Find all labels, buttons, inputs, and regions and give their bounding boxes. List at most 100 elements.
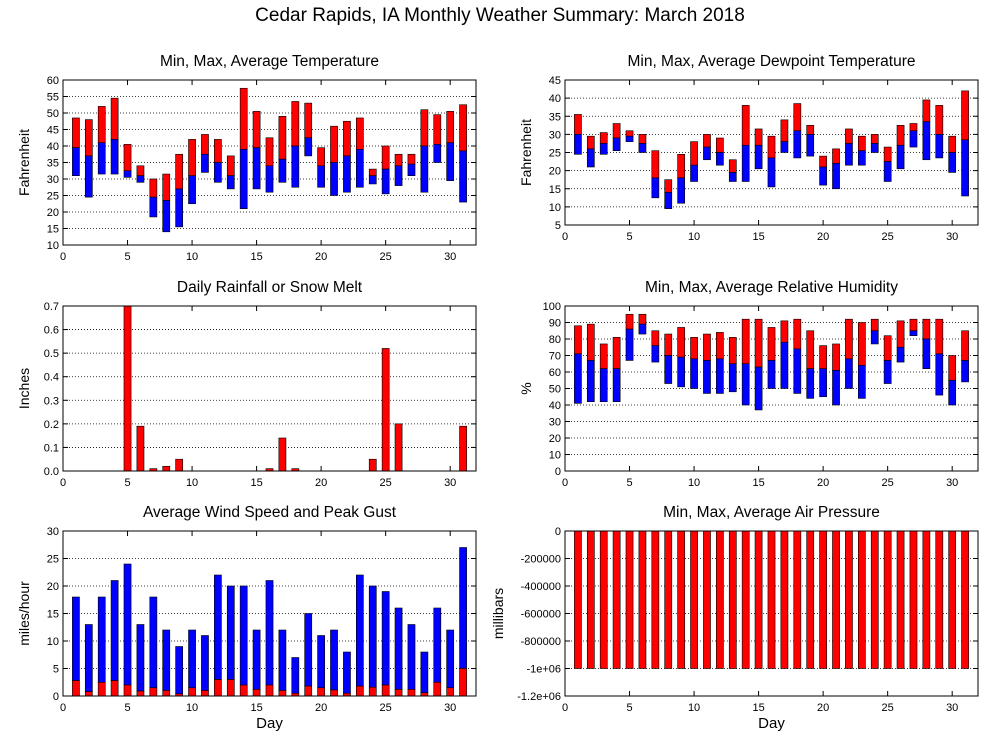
bar-gust: [330, 629, 338, 691]
plot-frame: [564, 79, 979, 226]
x-tick-label: 5: [124, 251, 130, 263]
y-tick-label: 70: [549, 351, 561, 363]
bar-min: [433, 144, 442, 163]
bar-min: [832, 370, 840, 406]
bar-min: [780, 141, 789, 153]
bar-avg-wind: [330, 689, 338, 697]
bar-max: [201, 134, 209, 155]
bar-pressure: [948, 530, 957, 669]
plot-frame: [62, 305, 477, 472]
y-tick-label: 40: [549, 400, 561, 412]
y-tick-label: 15: [47, 609, 59, 621]
chart-rain: Daily Rainfall or Snow Melt 0.0 0.1 0.2 0.3 0…: [16, 279, 477, 489]
bar-precip: [175, 458, 184, 472]
bar-pressure: [935, 530, 944, 669]
bar-max: [162, 173, 171, 201]
bar-max: [857, 135, 866, 151]
x-axis-label: Day: [758, 715, 785, 732]
y-tick-label: 45: [549, 75, 561, 87]
bar-max: [961, 330, 969, 361]
bar-min: [832, 163, 840, 190]
y-tick-label: 60: [47, 75, 59, 87]
bar-max: [343, 120, 351, 157]
bar-avg-wind: [226, 679, 235, 697]
bar-min: [896, 346, 905, 363]
bar-min: [845, 143, 853, 166]
bar-max: [110, 97, 119, 140]
bar-max: [651, 330, 660, 346]
bar-avg-wind: [252, 689, 261, 697]
bar-min: [677, 356, 686, 388]
bar-min: [767, 360, 776, 389]
bar-max: [459, 104, 467, 152]
bar-max: [870, 318, 879, 332]
bar-max: [188, 139, 196, 176]
bar-max: [136, 165, 145, 177]
bar-min: [149, 196, 158, 218]
bar-max: [214, 139, 222, 163]
bar-min: [870, 330, 879, 345]
bar-max: [586, 135, 595, 150]
x-tick-label: 25: [882, 702, 894, 714]
bar-min: [317, 165, 325, 188]
bar-avg-wind: [214, 679, 222, 697]
bar-precip: [162, 465, 171, 472]
y-axis-label: miles/hour: [16, 581, 32, 646]
bar-min: [612, 368, 621, 403]
bar-pressure: [780, 530, 789, 669]
y-tick-label: 0.2: [44, 419, 59, 431]
plot-frame: [564, 305, 979, 472]
bar-min: [909, 330, 918, 336]
bar-max: [832, 343, 840, 371]
bar-precip: [381, 348, 390, 472]
bar-min: [948, 152, 957, 173]
bar-max: [961, 90, 969, 141]
bar-max: [690, 141, 698, 166]
bar-min: [355, 149, 364, 188]
bar-max: [149, 178, 158, 198]
bar-pressure: [690, 530, 698, 669]
bar-avg-wind: [188, 687, 196, 697]
y-axis-label: millibars: [490, 588, 506, 639]
bar-max: [728, 337, 737, 365]
bar-max: [948, 355, 957, 381]
bar-min: [806, 368, 815, 399]
bar-max: [433, 114, 442, 145]
bar-min: [806, 134, 815, 157]
y-tick-label: -200000: [521, 554, 561, 566]
y-tick-label: 15: [47, 224, 59, 236]
bar-max: [381, 145, 390, 170]
y-tick-label: 40: [549, 93, 561, 105]
bar-max: [716, 137, 724, 153]
bar-min: [754, 366, 763, 411]
chart-rh: Min, Max, Average Relative Humidity 0 10 20…: [518, 279, 979, 489]
bar-min: [961, 360, 969, 383]
bar-gust: [265, 580, 274, 686]
bar-avg-wind: [459, 668, 467, 697]
bar-max: [638, 134, 647, 144]
y-axis-label: Inches: [16, 368, 32, 409]
x-tick-label: 30: [946, 231, 958, 243]
bar-pressure: [883, 530, 892, 669]
bar-min: [935, 134, 944, 159]
bar-max: [948, 135, 957, 153]
bar-max: [599, 132, 608, 144]
bar-max: [716, 332, 724, 360]
y-tick-label: 90: [549, 318, 561, 330]
bar-gust: [355, 574, 364, 687]
bar-max: [638, 313, 647, 325]
bar-gust: [433, 607, 442, 683]
bar-max: [819, 155, 827, 168]
y-tick-label: 0: [555, 466, 561, 478]
bar-min: [883, 360, 892, 384]
bar-gust: [123, 563, 132, 686]
x-tick-label: 0: [60, 702, 66, 714]
bar-min: [368, 175, 377, 185]
bar-min: [586, 360, 595, 403]
bar-pressure: [599, 530, 608, 669]
bar-avg-wind: [162, 690, 171, 697]
chart-pressure: Min, Max, Average Air Pressure 0 -200000 -4…: [490, 504, 979, 732]
bar-min: [651, 345, 660, 363]
x-tick-label: 30: [444, 251, 456, 263]
x-tick-label: 0: [60, 477, 66, 489]
